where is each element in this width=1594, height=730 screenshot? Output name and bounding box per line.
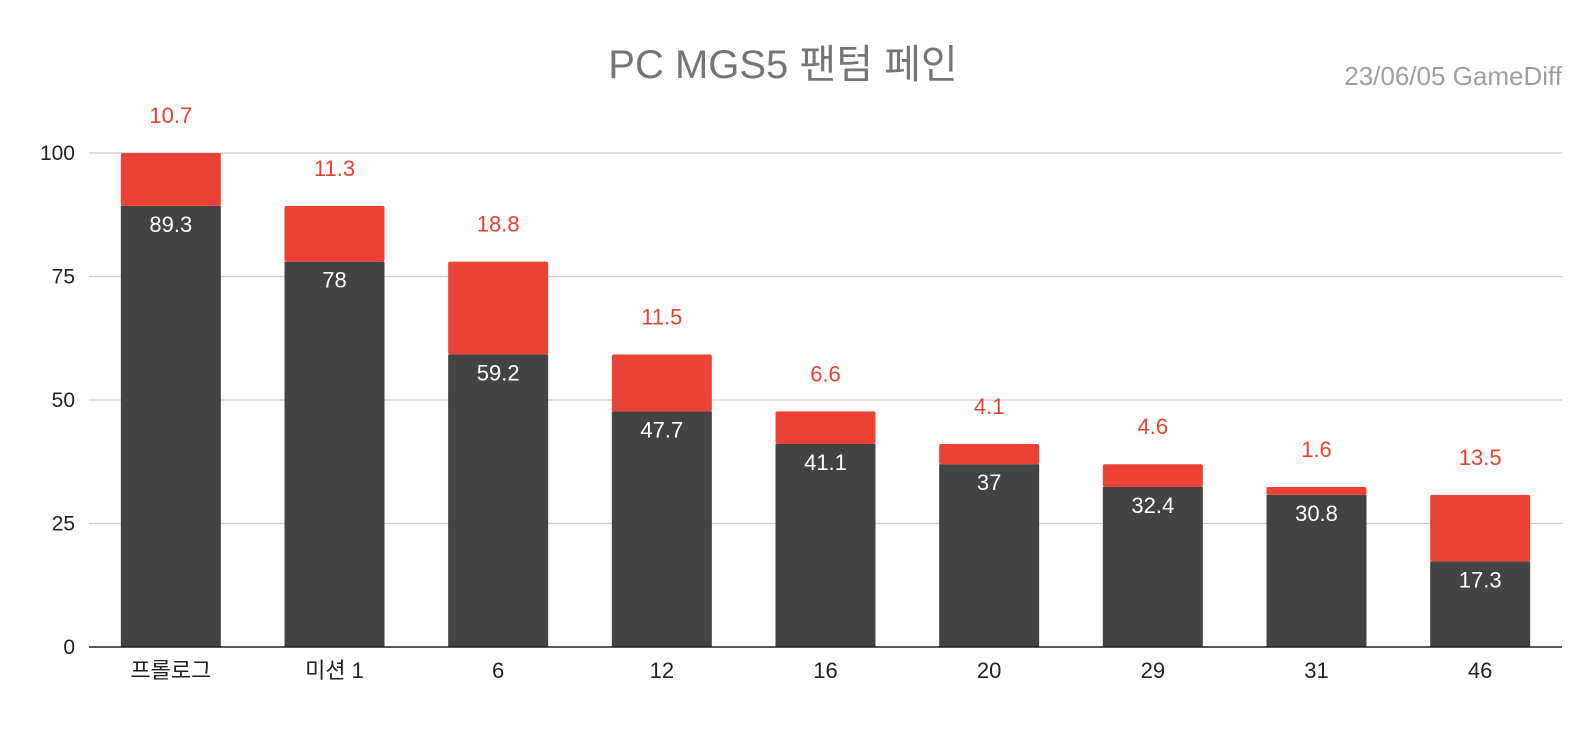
y-tick-label: 25 (52, 513, 75, 536)
bar-value-label-top: 6.6 (810, 361, 841, 386)
bar-bottom-segment (1266, 494, 1367, 647)
bar-bottom-segment (775, 443, 876, 647)
bar-value-label: 59.2 (477, 361, 520, 386)
bar-value-label: 89.3 (149, 212, 192, 237)
bar-bottom-segment (611, 411, 712, 647)
x-tick-label: 12 (650, 658, 674, 683)
value-labels: 89.3 10.7 78 11.3 59.2 18.8 47.7 11.5 41.1 6.6 37 4… (149, 103, 1501, 593)
x-tick-label: 16 (813, 658, 837, 683)
bar-value-label-top: 4.1 (974, 394, 1005, 419)
bar-value-label: 17.3 (1459, 568, 1502, 593)
bar-value-label-top: 10.7 (149, 103, 192, 128)
chart-source: 23/06/05 GameDiff (1344, 61, 1563, 91)
bar-value-label-top: 13.5 (1459, 445, 1502, 470)
y-tick-label: 50 (52, 389, 75, 412)
bar-top-segment (448, 261, 549, 355)
bar-bottom-segment (448, 354, 549, 647)
bar-top-segment (939, 443, 1040, 465)
y-tick-label: 75 (52, 266, 75, 289)
x-tick-label: 프롤로그 (130, 658, 211, 683)
bar-value-label: 47.7 (640, 417, 683, 442)
y-tick-label: 0 (63, 636, 75, 659)
bar-value-label-top: 11.5 (641, 305, 682, 330)
bar-value-label-top: 11.3 (314, 156, 355, 181)
bar-value-label: 32.4 (1131, 493, 1174, 518)
bar-bottom-segment (120, 205, 221, 647)
bar-bottom-segment (1430, 561, 1531, 647)
x-tick-label: 46 (1468, 658, 1492, 683)
bar-bottom-segment (939, 464, 1040, 647)
bar-value-label: 78 (322, 268, 346, 293)
bar-value-label-top: 18.8 (477, 212, 520, 237)
chart-title: PC MGS5 팬텀 페인 (608, 43, 957, 87)
bar-top-segment (284, 205, 385, 262)
bar-top-segment (1266, 486, 1367, 495)
bar-top-segment (775, 411, 876, 444)
x-tick-label: 29 (1141, 658, 1165, 683)
bar-bottom-segment (284, 261, 385, 647)
x-tick-label: 6 (492, 658, 504, 683)
x-tick-label: 31 (1304, 658, 1328, 683)
bar-bottom-segment (1102, 486, 1203, 647)
bar-top-segment (611, 354, 712, 412)
bar-value-label: 41.1 (804, 450, 847, 475)
bar-value-label: 30.8 (1295, 501, 1338, 526)
bar-value-label-top: 4.6 (1138, 414, 1169, 439)
y-tick-label: 100 (40, 142, 75, 165)
bars (120, 153, 1531, 647)
x-tick-label: 미션 1 (305, 658, 364, 683)
bar-top-segment (1102, 464, 1203, 487)
axes: 0 25 50 75 100 프롤로그 미션 1 6 12 16 20 29 31 46 (40, 142, 1562, 683)
x-tick-label: 20 (977, 658, 1001, 683)
bar-top-segment (120, 153, 221, 206)
bar-value-label-top: 1.6 (1301, 437, 1332, 462)
bar-value-label: 37 (977, 470, 1001, 495)
bar-top-segment (1430, 494, 1531, 562)
